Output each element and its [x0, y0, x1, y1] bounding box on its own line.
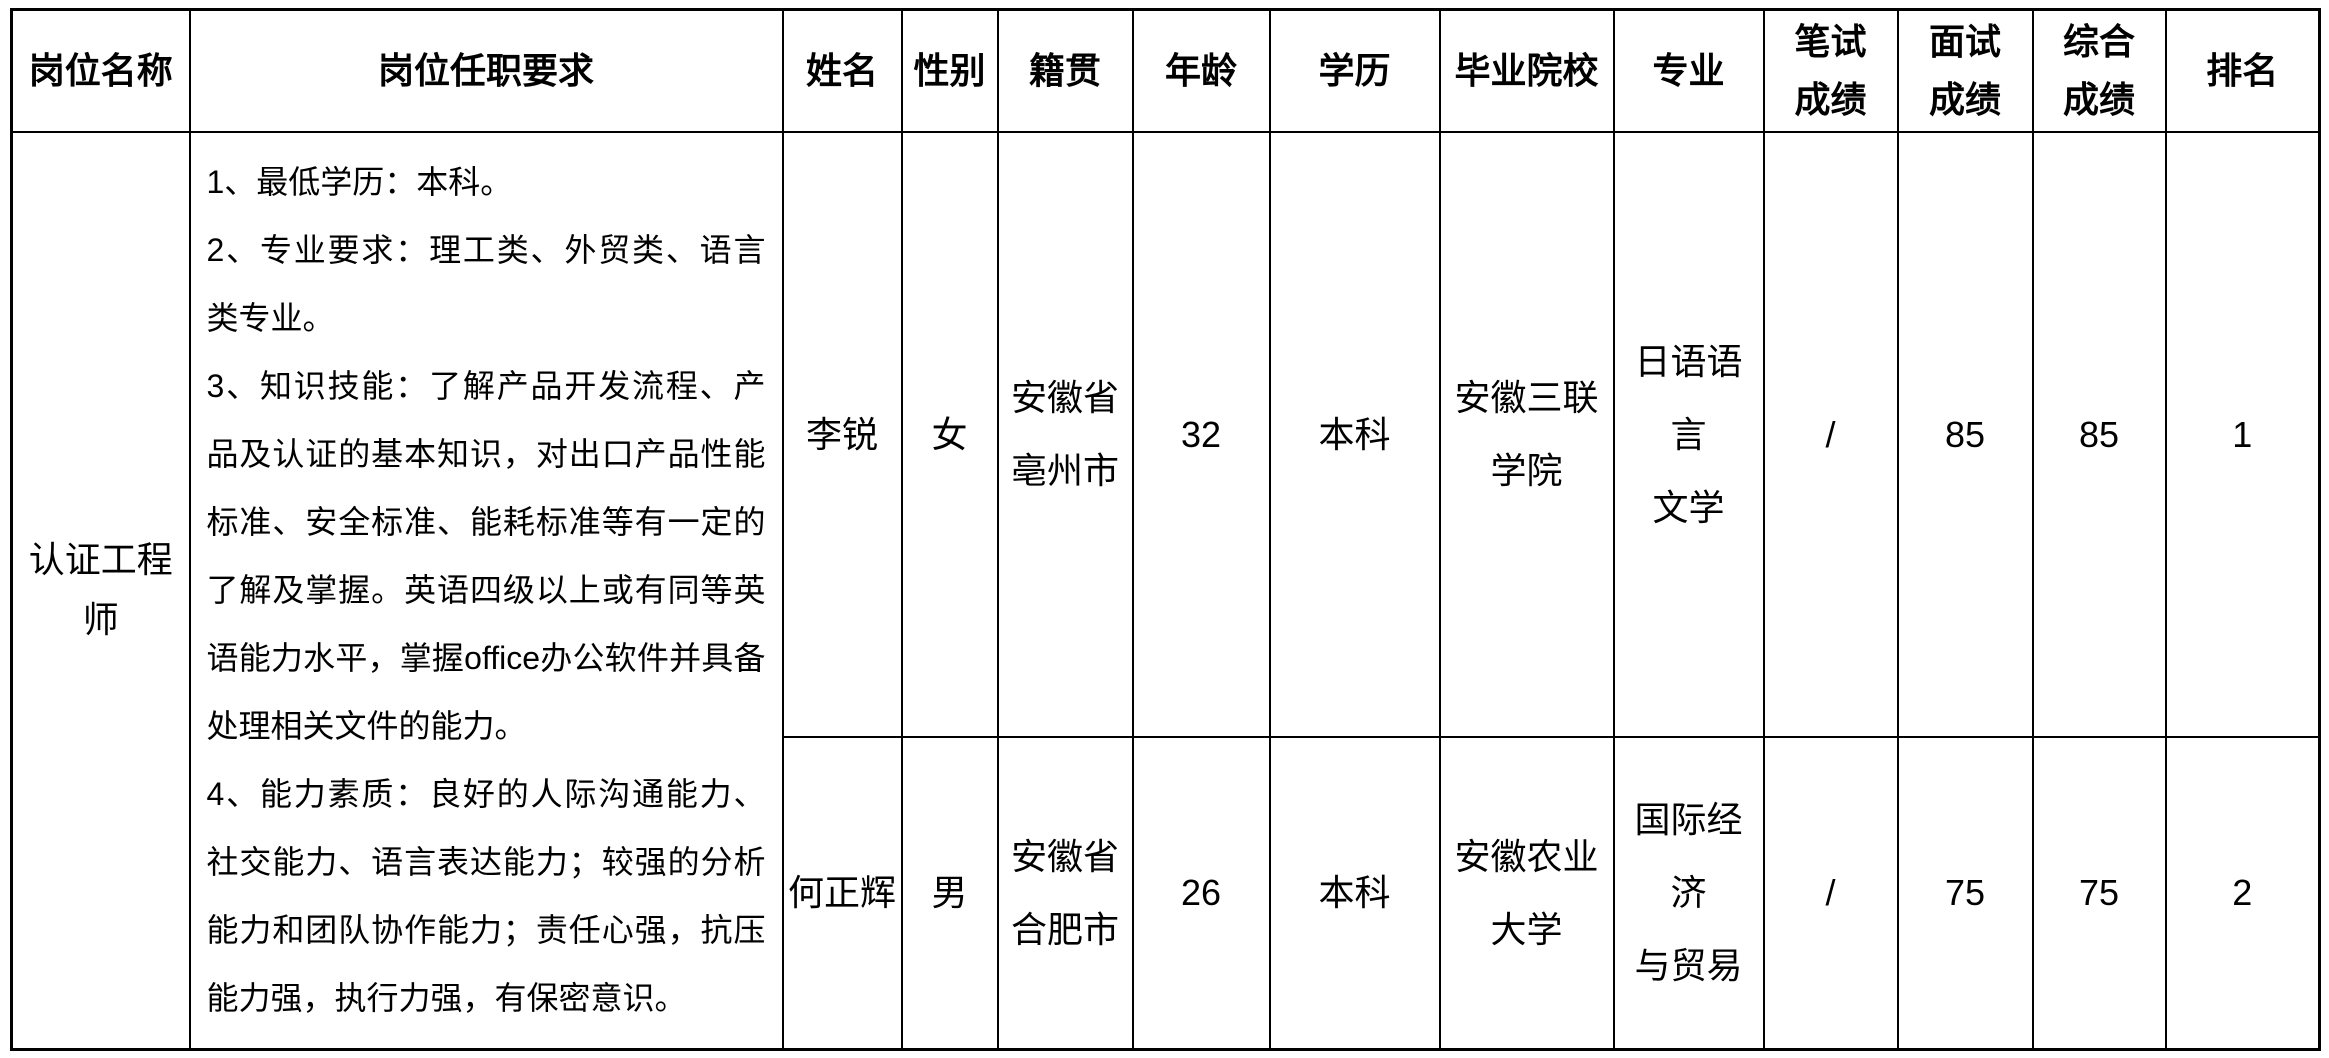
column-header-rank: 排名: [2164, 8, 2321, 133]
cell-interview-score: 75: [1896, 735, 2034, 1051]
column-header-age: 年龄: [1131, 8, 1271, 133]
cell-major: 国际经济 与贸易: [1612, 735, 1765, 1051]
cell-school: 安徽三联 学院: [1438, 130, 1615, 738]
cell-rank: 1: [2164, 130, 2321, 738]
recruitment-results-table: 岗位名称 岗位任职要求 姓名 性别 籍贯 年龄 学历 毕业院校 专业 笔试 成绩…: [10, 8, 2321, 1051]
cell-overall-score: 85: [2031, 130, 2167, 738]
cell-name: 何正辉: [781, 735, 903, 1051]
candidate-row: 认证工程师 1、最低学历：本科。 2、专业要求：理工类、外贸类、语言类专业。 3…: [10, 130, 2321, 1051]
cell-education: 本科: [1268, 130, 1441, 738]
position-requirements-cell: 1、最低学历：本科。 2、专业要求：理工类、外贸类、语言类专业。 3、知识技能：…: [188, 130, 784, 1051]
column-header-native-place: 籍贯: [996, 8, 1134, 133]
column-header-name: 姓名: [781, 8, 903, 133]
column-header-school: 毕业院校: [1438, 8, 1615, 133]
cell-gender: 男: [900, 735, 999, 1051]
candidate-row: 何正辉 男 安徽省 合肥市 26 本科 安徽农业 大学 国际经济 与贸易 / 7…: [12, 735, 2321, 1051]
header-row: 岗位名称 岗位任职要求 姓名 性别 籍贯 年龄 学历 毕业院校 专业 笔试 成绩…: [10, 8, 2321, 133]
column-header-major: 专业: [1612, 8, 1765, 133]
column-header-written-score: 笔试 成绩: [1762, 8, 1899, 133]
cell-major: 日语语言 文学: [1612, 130, 1765, 738]
cell-native-place: 安徽省 亳州市: [996, 130, 1134, 738]
column-header-education: 学历: [1268, 8, 1441, 133]
column-header-requirements: 岗位任职要求: [188, 8, 784, 133]
column-header-gender: 性别: [900, 8, 999, 133]
cell-school: 安徽农业 大学: [1438, 735, 1615, 1051]
cell-age: 32: [1131, 130, 1271, 738]
cell-written-score: /: [1762, 130, 1899, 738]
cell-interview-score: 85: [1896, 130, 2034, 738]
cell-rank: 2: [2164, 735, 2321, 1051]
cell-name: 李锐: [781, 130, 903, 738]
column-header-overall-score: 综合 成绩: [2031, 8, 2167, 133]
cell-gender: 女: [900, 130, 999, 738]
cell-overall-score: 75: [2031, 735, 2167, 1051]
cell-written-score: /: [1762, 735, 1899, 1051]
cell-age: 26: [1131, 735, 1271, 1051]
column-header-position: 岗位名称: [10, 8, 191, 133]
cell-native-place: 安徽省 合肥市: [996, 735, 1134, 1051]
column-header-interview-score: 面试 成绩: [1896, 8, 2034, 133]
position-name-cell: 认证工程师: [10, 130, 191, 1051]
cell-education: 本科: [1268, 735, 1441, 1051]
